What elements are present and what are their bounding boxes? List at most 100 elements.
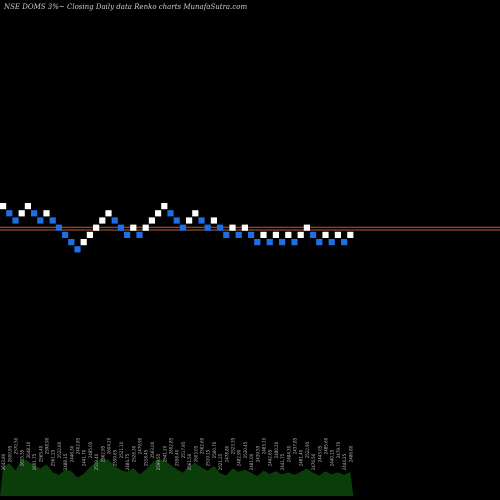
brick-47-down xyxy=(291,239,298,246)
brick-label-50: 2476.50 xyxy=(311,453,316,470)
brick-46-up xyxy=(285,231,292,238)
brick-29-down xyxy=(179,224,186,231)
brick-56-up xyxy=(347,231,354,238)
brick-15-up xyxy=(93,224,100,231)
brick-label-45: 2441.75 xyxy=(280,453,285,470)
brick-label-25: 2599.55 xyxy=(156,453,161,470)
brick-11-down xyxy=(68,239,75,246)
brick-label-17: 2604.20 xyxy=(107,437,112,454)
brick-label-43: 2442.65 xyxy=(268,449,273,466)
brick-48-up xyxy=(297,231,304,238)
brick-50-down xyxy=(310,231,317,238)
brick-label-31: 2603.05 xyxy=(193,445,198,462)
brick-33-down xyxy=(204,224,211,231)
brick-label-5: 2601.75 xyxy=(32,453,37,470)
brick-label-0: 2643.80 xyxy=(1,453,6,470)
chart-title: NSE DOMS 3%~ Closing Daily data Renko ch… xyxy=(4,3,248,11)
brick-40-down xyxy=(248,231,255,238)
brick-38-down xyxy=(235,231,242,238)
brick-label-13: 2441.70 xyxy=(82,449,87,466)
brick-31-up xyxy=(192,210,199,217)
reference-lines xyxy=(0,226,500,231)
brick-label-32: 2562.60 xyxy=(200,437,205,454)
brick-label-48: 2481.40 xyxy=(299,449,304,466)
brick-label-23: 2518.45 xyxy=(144,449,149,466)
brick-12-down xyxy=(74,246,81,253)
brick-5-down xyxy=(31,210,38,217)
brick-label-4: 2648.10 xyxy=(26,441,31,458)
brick-label-24: 2563.00 xyxy=(150,441,155,458)
brick-51-down xyxy=(316,239,323,246)
brick-28-down xyxy=(173,217,180,224)
brick-label-41: 2439.55 xyxy=(255,445,260,462)
brick-label-7: 2598.90 xyxy=(45,437,50,454)
brick-32-down xyxy=(198,217,205,224)
brick-label-21: 2526.30 xyxy=(131,445,136,462)
brick-9-down xyxy=(55,224,62,231)
brick-label-16: 2562.95 xyxy=(100,445,105,462)
brick-49-up xyxy=(303,224,310,231)
brick-23-up xyxy=(142,224,149,231)
brick-label-20: 2484.75 xyxy=(125,453,130,470)
brick-label-42: 2483.10 xyxy=(262,437,267,454)
brick-20-down xyxy=(124,231,131,238)
brick-label-3: 2615.35 xyxy=(20,449,25,466)
brick-10-down xyxy=(62,231,69,238)
brick-43-down xyxy=(266,239,273,246)
brick-label-12: 2402.85 xyxy=(76,437,81,454)
brick-label-51: 2443.05 xyxy=(317,445,322,462)
brick-label-35: 2521.25 xyxy=(218,453,223,470)
brick-label-55: 2444.25 xyxy=(342,453,347,470)
brick-label-26: 2641.20 xyxy=(162,445,167,462)
brick-3-up xyxy=(18,210,25,217)
volume-area xyxy=(0,458,354,496)
brick-label-44: 2480.20 xyxy=(274,441,279,458)
brick-17-up xyxy=(105,210,112,217)
brick-label-53: 2440.15 xyxy=(330,449,335,466)
brick-label-28: 2558.40 xyxy=(175,449,180,466)
brick-label-49: 2522.95 xyxy=(305,441,310,458)
brick-2-down xyxy=(12,217,19,224)
brick-44-up xyxy=(272,231,279,238)
brick-label-11: 2446.30 xyxy=(69,445,74,462)
brick-42-up xyxy=(260,231,267,238)
brick-16-up xyxy=(99,217,106,224)
brick-label-40: 2481.00 xyxy=(249,453,254,470)
brick-label-15: 2519.40 xyxy=(94,453,99,470)
brick-label-6: 2565.40 xyxy=(38,445,43,462)
brick-41-down xyxy=(254,239,261,246)
brick-label-19: 2521.10 xyxy=(119,441,124,458)
brick-37-up xyxy=(229,224,236,231)
brick-label-46: 2484.30 xyxy=(286,445,291,462)
brick-52-up xyxy=(322,231,329,238)
brick-1-down xyxy=(6,210,13,217)
brick-18-down xyxy=(111,217,118,224)
brick-35-down xyxy=(217,224,224,231)
brick-21-up xyxy=(130,224,137,231)
brick-6-down xyxy=(37,217,44,224)
brick-label-14: 2485.05 xyxy=(88,441,93,458)
brick-54-up xyxy=(334,231,341,238)
brick-label-54: 2479.70 xyxy=(336,441,341,458)
brick-4-up xyxy=(24,203,31,210)
brick-8-down xyxy=(49,217,56,224)
brick-label-2: 2570.50 xyxy=(14,437,19,454)
brick-45-down xyxy=(279,239,286,246)
brick-label-1: 2600.95 xyxy=(7,445,12,462)
brick-label-22: 2479.90 xyxy=(138,437,143,454)
brick-36-down xyxy=(223,231,230,238)
brick-label-8: 2561.25 xyxy=(51,449,56,466)
brick-19-down xyxy=(117,224,124,231)
brick-30-up xyxy=(186,217,193,224)
brick-label-34: 2560.70 xyxy=(212,441,217,458)
brick-14-up xyxy=(86,231,93,238)
brick-label-10: 2488.15 xyxy=(63,453,68,470)
brick-label-29: 2517.95 xyxy=(181,441,186,458)
brick-13-up xyxy=(80,239,87,246)
brick-label-33: 2519.15 xyxy=(206,449,211,466)
brick-26-up xyxy=(161,203,168,210)
brick-label-30: 2561.50 xyxy=(187,453,192,470)
